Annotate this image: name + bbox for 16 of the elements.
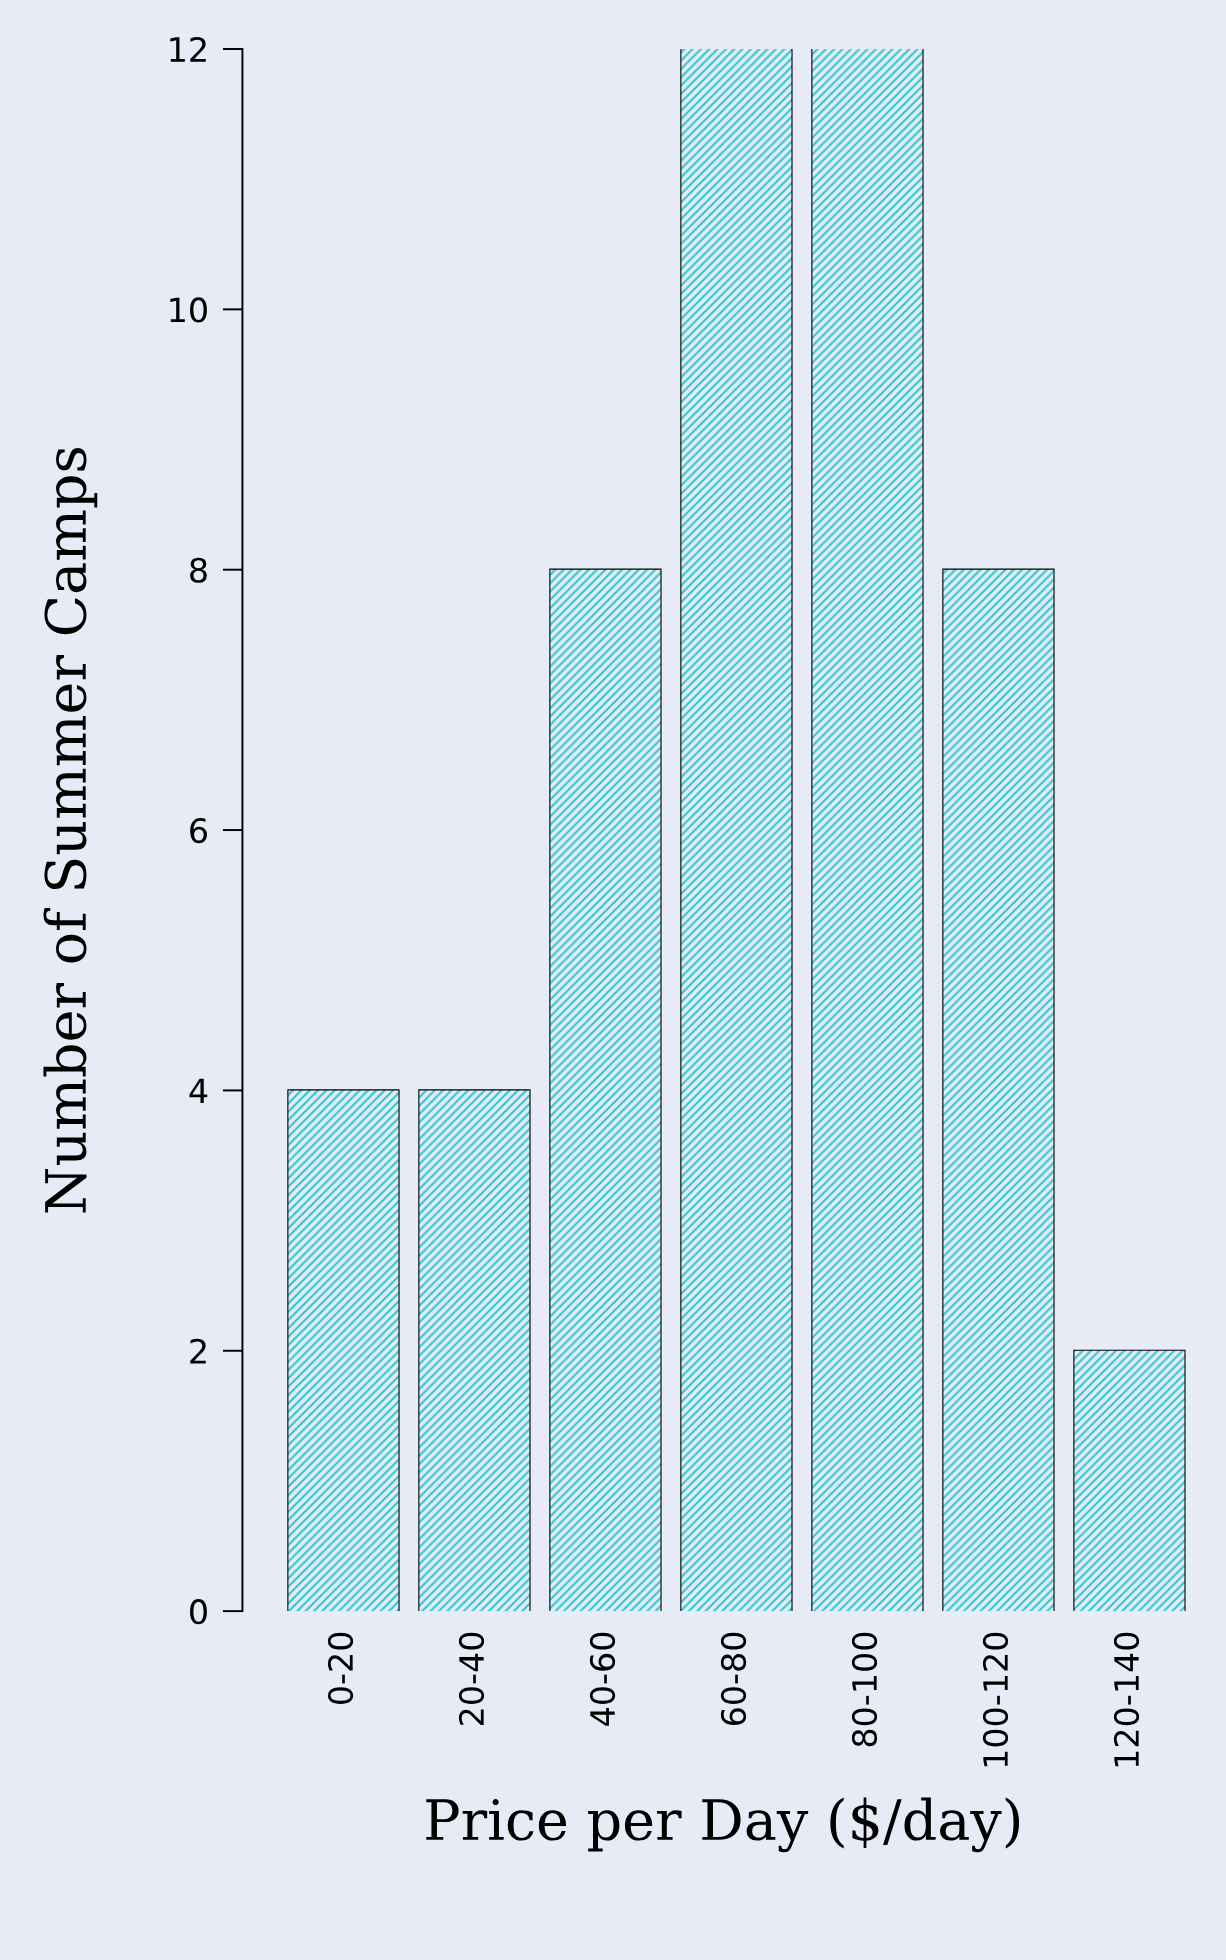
y-tick-label: 8 xyxy=(190,557,207,583)
x-tick-label: 120-140 xyxy=(1113,1632,1140,1767)
y-tick-label: 2 xyxy=(190,1338,206,1364)
x-axis-title: Price per Day ($/day) xyxy=(426,1797,1020,1853)
x-tick-label: 100-120 xyxy=(982,1632,1009,1767)
y-tick-label: 6 xyxy=(190,817,207,844)
y-tick-label: 0 xyxy=(190,1599,207,1625)
x-tick-label: 20-40 xyxy=(458,1632,485,1725)
x-tick-label: 60-80 xyxy=(720,1632,747,1726)
y-tick-label: 10 xyxy=(170,297,207,323)
x-tick-label: 80-100 xyxy=(851,1632,878,1747)
y-tick-label: 12 xyxy=(170,36,206,62)
x-tick-label: 40-60 xyxy=(589,1632,616,1726)
y-axis-title: Number of Summer Camps xyxy=(43,447,98,1213)
y-tick-label: 4 xyxy=(189,1078,208,1104)
x-tick-label: 0-20 xyxy=(327,1632,354,1705)
